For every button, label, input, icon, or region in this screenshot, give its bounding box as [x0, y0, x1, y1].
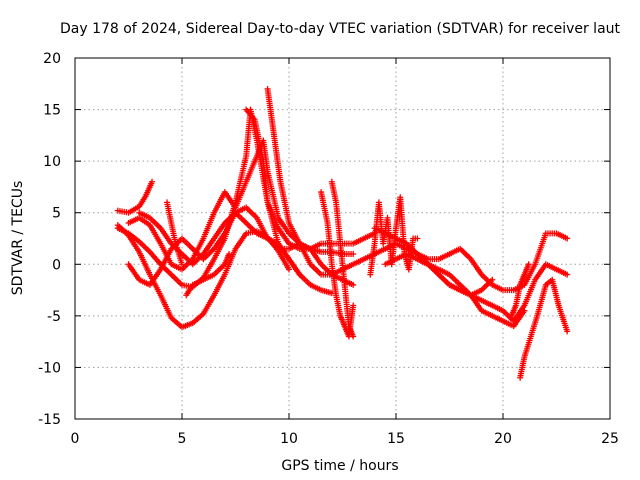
y-tick-label: -5	[47, 309, 61, 325]
series-track-7	[164, 199, 185, 268]
chart-title: Day 178 of 2024, Sidereal Day-to-day VTE…	[60, 21, 621, 37]
y-tick-label: 10	[43, 154, 61, 170]
x-tick-label: 5	[178, 431, 187, 447]
y-tick-labels: -15 -10 -5 0 5 10 15 20	[38, 51, 61, 428]
data-point	[350, 302, 357, 309]
plot-frame	[74, 57, 611, 420]
data-point	[226, 250, 233, 257]
x-tick-label: 0	[71, 431, 80, 447]
series-track-1	[114, 178, 156, 216]
data-point	[564, 235, 571, 242]
x-axis-label: GPS time / hours	[281, 458, 398, 474]
series-track-18	[508, 261, 532, 319]
y-axis-label: SDTVAR / TECUs	[10, 181, 26, 296]
x-tick-label: 25	[601, 431, 619, 447]
y-tick-label: 5	[52, 206, 61, 222]
data-point	[521, 307, 528, 314]
x-tick-label: 15	[387, 431, 405, 447]
x-tick-label: 20	[494, 431, 512, 447]
axis-ticks	[74, 57, 611, 420]
y-tick-label: -15	[38, 412, 61, 428]
data-point	[286, 266, 292, 273]
data-series	[114, 85, 571, 381]
data-point	[179, 261, 185, 268]
data-point	[564, 271, 571, 278]
series-track-8	[183, 250, 233, 299]
data-point	[489, 276, 496, 283]
y-tick-label: -10	[38, 360, 61, 376]
series-track-9	[243, 106, 378, 252]
data-point	[414, 235, 421, 242]
y-tick-label: 20	[43, 51, 61, 67]
series-track-6	[125, 209, 335, 297]
data-point	[525, 261, 532, 268]
data-point	[149, 178, 156, 185]
series-track-11	[318, 189, 357, 340]
series-track-16	[414, 256, 528, 330]
data-point	[350, 281, 357, 288]
data-point	[350, 333, 357, 340]
series-track-12	[328, 178, 357, 340]
data-point	[564, 328, 571, 335]
series-track-17	[517, 276, 571, 381]
data-point	[350, 250, 357, 257]
y-tick-label: 15	[43, 103, 61, 119]
x-tick-label: 10	[280, 431, 298, 447]
y-tick-label: 0	[52, 257, 61, 273]
x-tick-labels: 0 5 10 15 20 25	[71, 431, 619, 447]
